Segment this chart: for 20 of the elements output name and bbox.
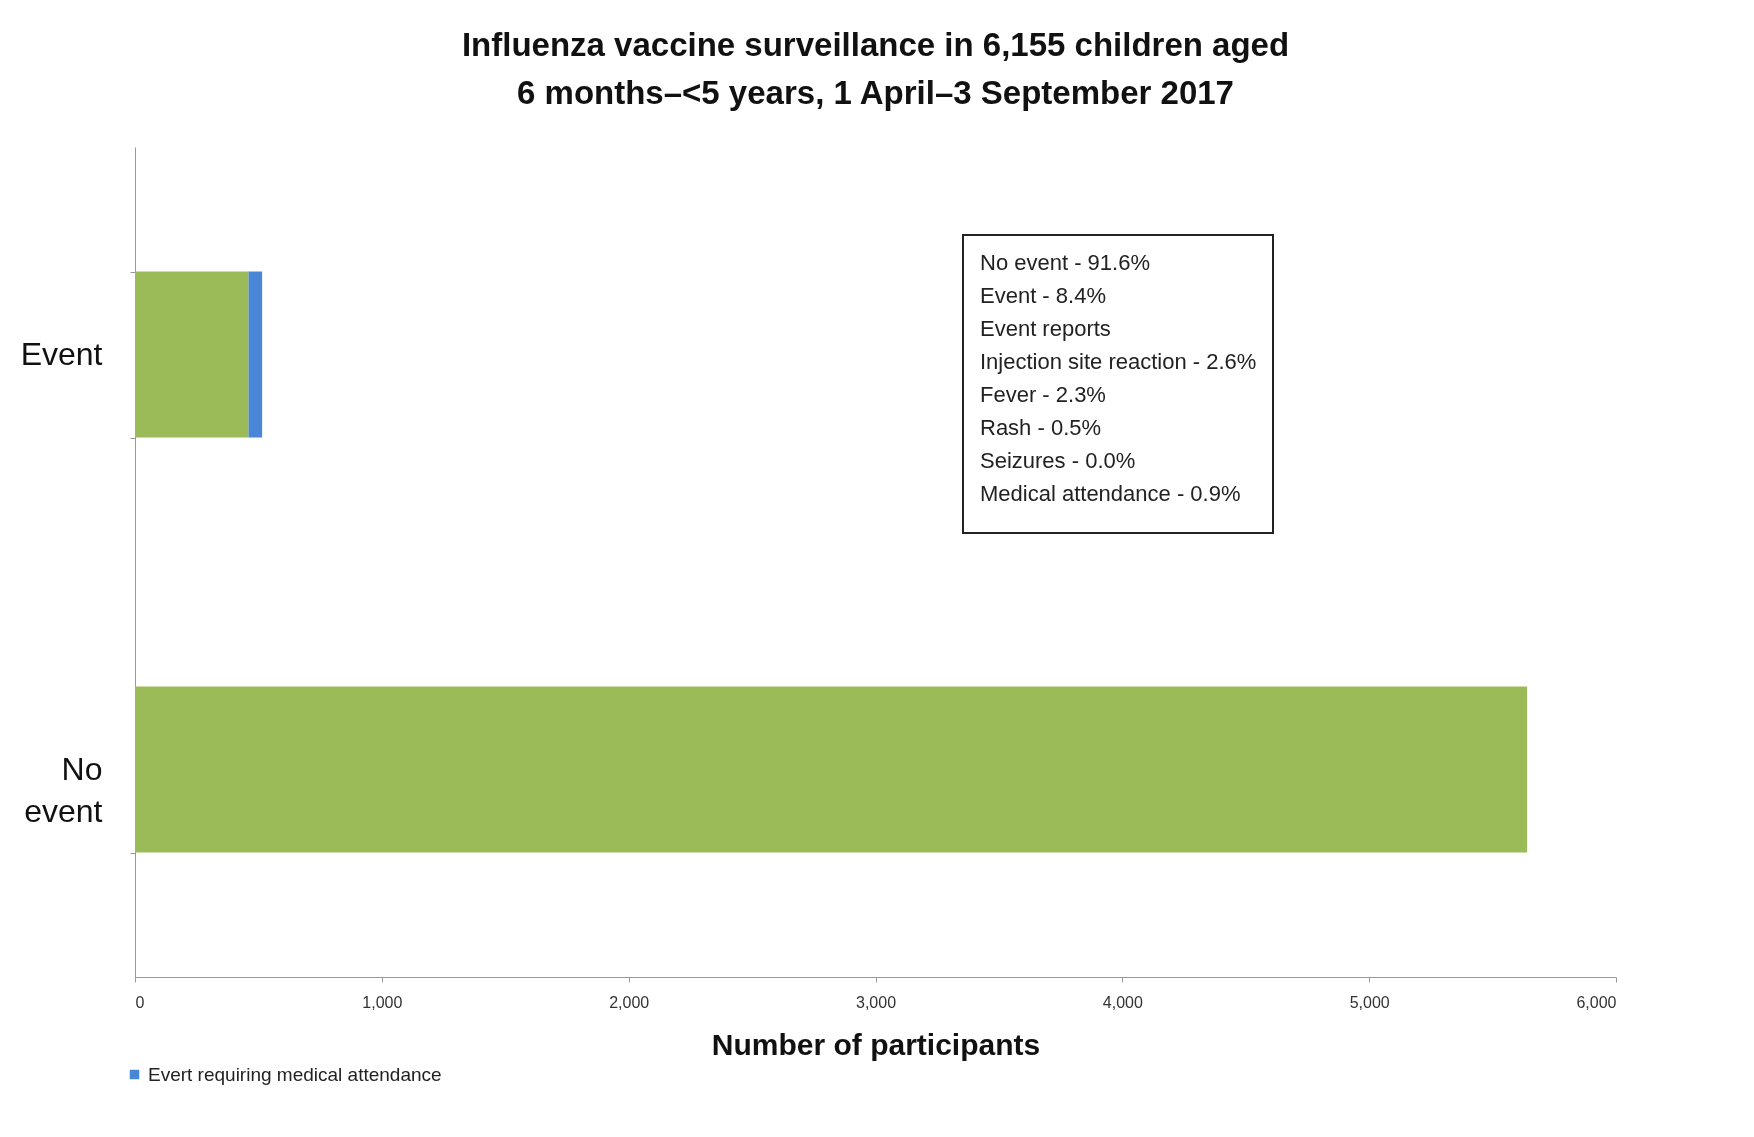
legend-label: Evert requiring medical attendance bbox=[148, 1063, 442, 1085]
annotation: No event - 91.6% bbox=[980, 249, 1151, 277]
annotation: Event reports bbox=[980, 315, 1112, 343]
x-axis-title: Number of participants bbox=[711, 1027, 1041, 1061]
y-tick-label: Event bbox=[20, 336, 103, 372]
annotation: Medical attendance - 0.9% bbox=[980, 480, 1242, 508]
y-tick-label: No event bbox=[24, 751, 103, 829]
x-tick-label: 3,000 bbox=[855, 993, 897, 1011]
x-tick-label: 1,000 bbox=[362, 993, 403, 1011]
x-tick-label: 0 bbox=[135, 993, 145, 1011]
x-tick-label: 5,000 bbox=[1349, 993, 1390, 1011]
annotation: Injection site reaction - 2.6% bbox=[980, 348, 1257, 376]
annotation: Seizures - 0.0% bbox=[980, 447, 1137, 475]
x-tick-label: 4,000 bbox=[1102, 993, 1143, 1011]
x-tick-label: 6,000 bbox=[1576, 993, 1617, 1011]
chart-title: Influenza vaccine surveillance in 6,155 children aged 6 months–<5 years, 1 April–3 September 2017 bbox=[461, 26, 1290, 111]
annotation: Event - 8.4% bbox=[980, 282, 1107, 310]
annotation: Rash - 0.5% bbox=[980, 414, 1103, 442]
annotation: Fever - 2.3% bbox=[980, 381, 1107, 409]
x-tick-label: 2,000 bbox=[609, 993, 650, 1011]
